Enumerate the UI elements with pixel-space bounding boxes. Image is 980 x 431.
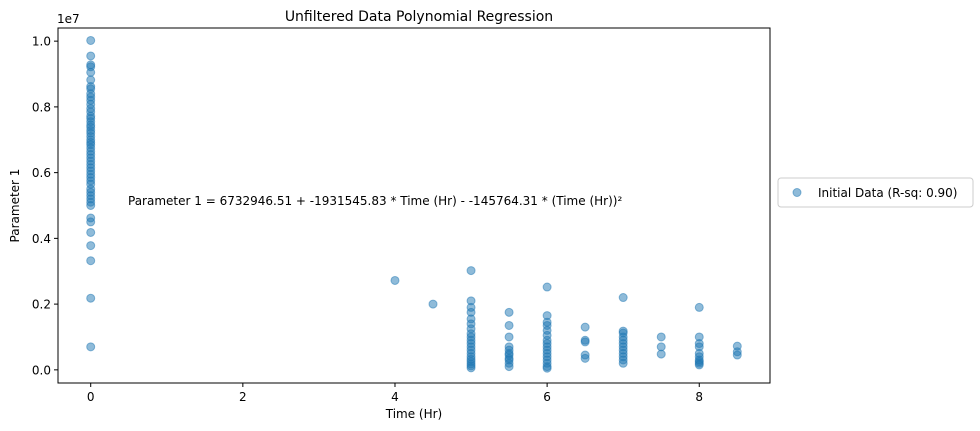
y-scale-label: 1e7	[57, 12, 80, 26]
y-tick-label: 0.6	[32, 166, 51, 180]
data-point	[504, 320, 514, 330]
data-point	[580, 337, 590, 347]
data-points	[86, 35, 742, 373]
data-point	[504, 362, 514, 372]
y-tick-label: 0.4	[32, 232, 51, 246]
data-point	[86, 293, 96, 303]
x-tick-label: 2	[239, 390, 247, 404]
data-point	[86, 67, 96, 77]
data-point	[504, 307, 514, 317]
data-point	[466, 363, 476, 373]
x-tick-label: 6	[543, 390, 551, 404]
plot-area	[57, 27, 771, 384]
data-point	[694, 360, 704, 370]
x-tick-label: 4	[391, 390, 399, 404]
data-point	[86, 201, 96, 210]
data-point	[86, 342, 96, 352]
data-point	[390, 275, 400, 285]
data-point	[428, 299, 438, 309]
data-point	[618, 293, 628, 303]
y-axis: 0.0 0.2 0.4 0.6 0.8 1.0	[32, 35, 58, 377]
data-point	[732, 350, 742, 360]
y-axis-label: Parameter 1	[8, 169, 22, 243]
equation-annotation: Parameter 1 = 6732946.51 + -1931545.83 *…	[128, 194, 622, 208]
x-axis: 0 2 4 6 8	[87, 383, 703, 404]
chart-title: Unfiltered Data Polynomial Regression	[285, 9, 553, 25]
x-tick-label: 8	[695, 390, 703, 404]
data-point	[86, 35, 96, 45]
legend-frame	[777, 177, 974, 208]
data-point	[580, 322, 590, 332]
x-tick-label: 0	[87, 390, 95, 404]
y-tick-label: 0.0	[32, 363, 51, 377]
data-point	[86, 217, 96, 227]
legend: Initial Data (R-sq: 0.90)	[777, 177, 974, 208]
data-point	[86, 241, 96, 251]
data-point	[86, 256, 96, 266]
data-point	[618, 358, 628, 368]
y-tick-label: 1.0	[32, 35, 51, 49]
data-point	[656, 332, 666, 342]
data-point	[580, 353, 590, 363]
data-point	[542, 363, 552, 373]
y-tick-label: 0.2	[32, 298, 51, 312]
data-point	[86, 227, 96, 237]
x-axis-label: Time (Hr)	[385, 407, 443, 421]
data-point	[504, 332, 514, 342]
legend-label: Initial Data (R-sq: 0.90)	[818, 186, 957, 200]
legend-marker	[792, 188, 802, 197]
data-point	[86, 51, 96, 61]
data-point	[466, 266, 476, 276]
data-point	[694, 302, 704, 312]
data-point	[542, 282, 552, 292]
y-tick-label: 0.8	[32, 100, 51, 114]
data-point	[656, 349, 666, 359]
